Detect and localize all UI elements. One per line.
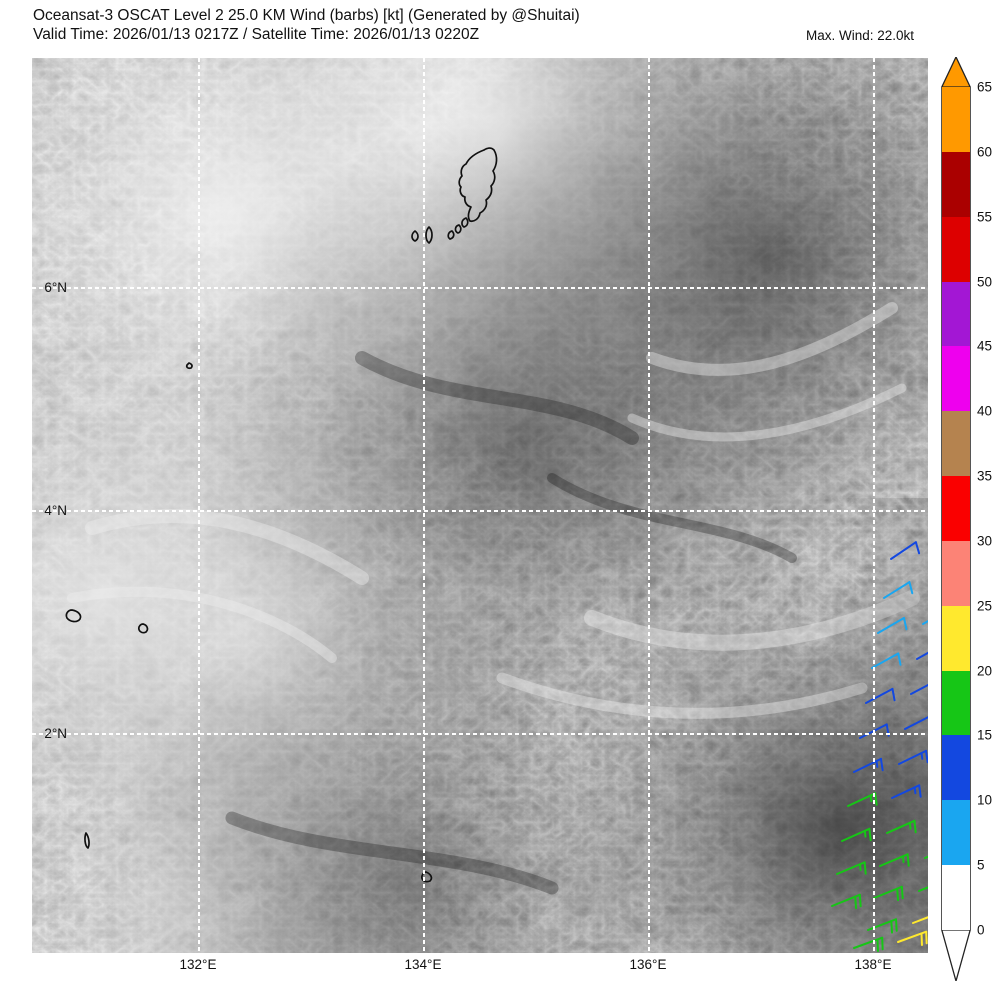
wind-barb: [879, 853, 910, 867]
gridline-138E: [873, 58, 875, 953]
wind-barb: [912, 911, 928, 924]
wind-speed-colorbar[interactable]: 65 60 55 50 45 40 35 30 25 20 15 10 5 0: [941, 57, 992, 981]
colorbar-tick-5: 5: [977, 857, 985, 873]
colorbar-segment-5-10: [941, 800, 971, 866]
colorbar-segment-35-40: [941, 411, 971, 477]
colorbar-segment-0-5: [941, 865, 971, 930]
chart-header: Oceansat-3 OSCAT Level 2 25.0 KM Wind (b…: [33, 6, 793, 44]
wind-barb: [916, 643, 928, 660]
colorbar-tick-25: 25: [977, 598, 993, 614]
valid-time-subtitle: Valid Time: 2026/01/13 0217Z / Satellite…: [33, 26, 480, 43]
colorbar-tick-60: 60: [977, 144, 993, 160]
colorbar-segment-15-20: [941, 670, 971, 736]
gridline-132E: [198, 58, 200, 953]
colorbar-segment-10-15: [941, 735, 971, 801]
wind-barb: [847, 792, 878, 807]
x-axis-tick-134E: 134°E: [404, 957, 442, 972]
colorbar-tick-15: 15: [977, 727, 993, 743]
wind-barb: [891, 784, 922, 799]
x-axis-tick-132E: 132°E: [179, 957, 217, 972]
x-axis-tick-136E: 136°E: [629, 957, 667, 972]
wind-barb: [865, 687, 896, 704]
colorbar-segment-25-30: [941, 540, 971, 606]
gridline-134E: [423, 58, 425, 953]
y-axis-tick-2N: 2°N: [44, 726, 67, 741]
wind-barb: [853, 757, 884, 773]
colorbar-segment-60-65: [941, 87, 971, 152]
colorbar-segment-50-55: [941, 216, 971, 282]
colorbar-segment-55-60: [941, 151, 971, 217]
colorbar-tick-45: 45: [977, 338, 993, 354]
wind-barb: [853, 936, 884, 952]
page-title: Oceansat-3 OSCAT Level 2 25.0 KM Wind (b…: [33, 7, 580, 24]
wind-barb: [898, 749, 928, 765]
colorbar-segment-30-35: [941, 476, 971, 541]
max-wind-annotation: Max. Wind: 22.0kt: [806, 28, 915, 43]
coastline-outlines: [411, 147, 498, 244]
y-axis-tick-6N: 6°N: [44, 280, 67, 295]
wind-barb: [841, 827, 872, 842]
colorbar-tick-30: 30: [977, 533, 993, 549]
colorbar-tick-20: 20: [977, 663, 993, 679]
colorbar-tick-0: 0: [977, 922, 985, 938]
satellite-map-panel[interactable]: [32, 58, 928, 953]
colorbar-segment-20-25: [941, 605, 971, 671]
wind-barb-layer: [831, 541, 928, 952]
wind-barb: [831, 893, 862, 910]
y-axis-tick-4N: 4°N: [44, 503, 67, 518]
wind-barb: [871, 652, 902, 669]
colorbar-segment-45-50: [941, 281, 971, 347]
wind-barb: [897, 930, 928, 946]
gridline-6N: [32, 287, 928, 289]
colorbar-tick-40: 40: [977, 403, 993, 419]
gridline-2N: [32, 733, 928, 735]
wind-barb: [886, 819, 917, 834]
wind-barb: [877, 617, 908, 634]
colorbar-under-arrow: [941, 929, 971, 981]
wind-barb: [873, 885, 904, 902]
colorbar-tick-35: 35: [977, 468, 993, 484]
wind-barb: [904, 714, 928, 730]
colorbar-tick-65: 65: [977, 79, 993, 95]
gridline-136E: [648, 58, 650, 953]
infrared-satellite-imagery: [32, 58, 928, 953]
wind-barb: [910, 678, 928, 695]
wind-barb: [836, 861, 867, 875]
gridline-4N: [32, 510, 928, 512]
colorbar-tick-50: 50: [977, 274, 993, 290]
colorbar-segment-40-45: [941, 346, 971, 412]
colorbar-tick-55: 55: [977, 209, 993, 225]
x-axis-tick-138E: 138°E: [854, 957, 892, 972]
wind-barb: [867, 918, 898, 934]
wind-barb: [918, 878, 928, 892]
wind-barb: [883, 581, 914, 599]
wind-barb: [922, 608, 928, 625]
colorbar-over-arrow: [941, 57, 971, 88]
colorbar-tick-10: 10: [977, 792, 993, 808]
wind-barb: [890, 541, 921, 560]
